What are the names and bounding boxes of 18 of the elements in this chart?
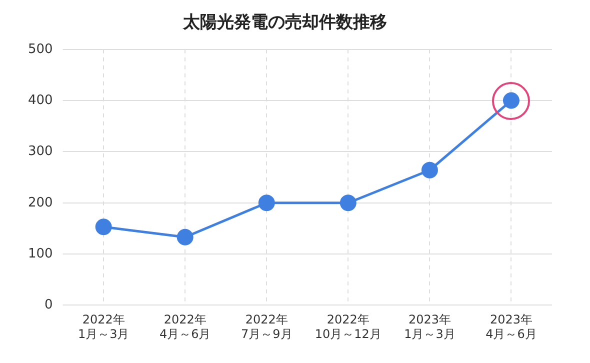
- point: [340, 194, 356, 212]
- y-tick-label: 100: [28, 246, 53, 262]
- y-tick-label: 0: [44, 298, 53, 313]
- x-tick-label: 2022年 1月～3月: [78, 312, 130, 341]
- x-tick-label: 2022年 7月～9月: [241, 312, 292, 341]
- x-tick-label: 2023年 1月～3月: [404, 312, 456, 341]
- point: [421, 162, 438, 178]
- y-tick-label: 300: [28, 144, 53, 160]
- point: [258, 194, 275, 212]
- chart-title: 太陽光発電の売却件数推移: [182, 12, 387, 33]
- y-tick-label: 400: [28, 92, 53, 108]
- point: [95, 218, 112, 236]
- point: [176, 228, 194, 246]
- x-tick-label: 2023年 4月～6月: [486, 312, 537, 341]
- x-tick-label: 2022年 4月～6月: [159, 312, 211, 341]
- y-tick-label: 500: [28, 42, 53, 57]
- y-tick-label: 200: [28, 195, 53, 210]
- x-tick-label: 2022年 10月～12月: [314, 312, 382, 341]
